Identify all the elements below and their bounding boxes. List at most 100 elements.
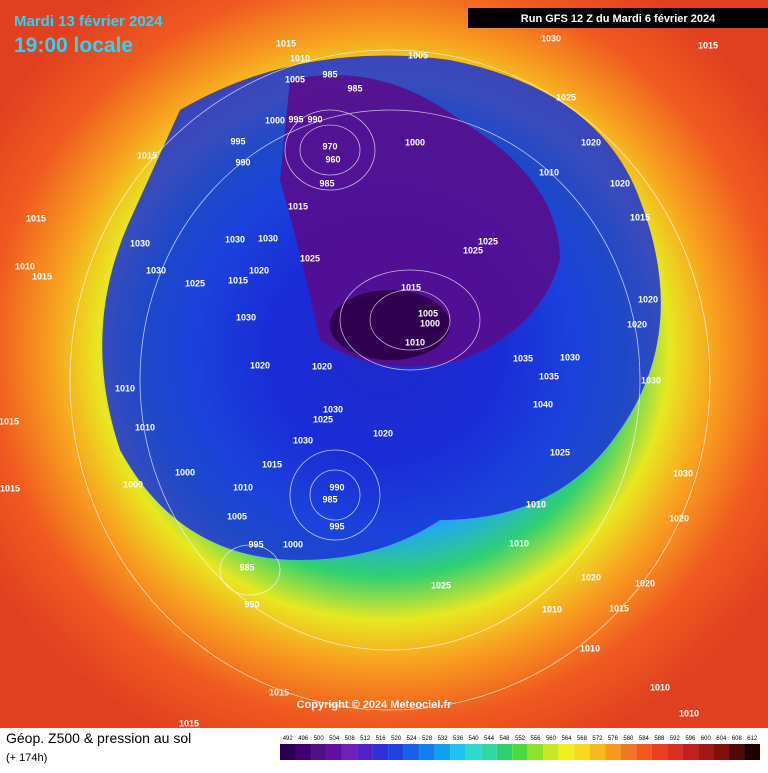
isobar-label: 995 [329,521,344,531]
isobar-label: 995 [288,114,303,124]
legend-swatch [620,744,637,760]
isobar-label: 1000 [265,115,285,125]
legend-swatch [667,744,683,760]
isobar-label: 1020 [250,360,270,370]
isobar-label: 1030 [293,435,313,445]
legend-label: 516 [376,736,387,742]
isobar-label: 1035 [513,353,533,363]
legend-label: 596 [685,736,696,742]
isobar-label: 1030 [541,33,561,43]
isobar-label: 985 [322,494,337,504]
legend-swatch [310,744,327,760]
legend-label: 544 [484,736,495,742]
legend-swatch [543,744,559,760]
legend-label: 600 [701,736,712,742]
isobar-label: 985 [319,178,334,188]
legend-swatch [403,744,420,760]
isobar-label: 1015 [276,38,296,48]
isobar-label: 970 [322,141,337,151]
isobar-label: 985 [347,83,362,93]
isobar-label: 1015 [630,212,650,222]
isobar-label: 1010 [539,167,559,177]
isobar-label: 1015 [32,271,52,281]
isobar-label: 1030 [560,352,580,362]
legend-label: 508 [345,736,356,742]
legend-swatch [434,744,451,760]
legend-label: 548 [500,736,511,742]
legend-swatch [496,744,513,760]
isobar-label: 1015 [0,416,19,426]
isobar-label: 1030 [130,238,150,248]
isobar-label: 1005 [408,50,428,60]
legend-swatch [465,744,482,760]
legend-swatch [729,744,745,760]
legend-label: 512 [360,736,371,742]
legend-label: 532 [438,736,449,742]
legend-label: 604 [716,736,727,742]
isobar-label: 1005 [285,74,305,84]
isobar-label: 1025 [556,92,576,102]
legend-label: 540 [469,736,480,742]
isobar-label: 1040 [533,399,553,409]
footer-title: Géop. Z500 & pression au sol [6,730,191,746]
legend-label: 564 [561,736,572,742]
isobar-label: 990 [244,599,259,609]
isobar-label: 995 [248,539,263,549]
isobar-label: 1015 [698,40,718,50]
isobar-label: 1030 [146,265,166,275]
isobar-label: 1020 [638,294,658,304]
legend-label: 500 [314,736,325,742]
isobar-label: 1010 [405,337,425,347]
legend-swatch [527,744,544,760]
isobar-label: 1020 [669,513,689,523]
isobar-label: 985 [239,562,254,572]
legend-swatch [450,744,466,760]
legend-swatch [326,744,342,760]
isobar-label: 1000 [420,318,440,328]
legend-swatch [558,744,575,760]
vortex-core [330,290,450,360]
forecast-time: 19:00 locale [14,34,133,57]
legend-swatch [295,744,311,760]
isobar-label: 1010 [542,604,562,614]
isobar-label: 1035 [539,371,559,381]
legend-label: 580 [623,736,634,742]
isobar-label: 990 [235,157,250,167]
isobar-label: 1010 [135,422,155,432]
legend-swatch [280,744,296,760]
isobar-label: 1020 [312,361,332,371]
isobar-label: 1025 [313,414,333,424]
isobar-label: 1020 [627,319,647,329]
isobar-label: 1015 [0,483,20,493]
isobar-label: 1015 [609,603,629,613]
legend-swatch [651,744,668,760]
isobar-label: 1005 [227,511,247,521]
isobar-label: 1010 [115,383,135,393]
legend-swatch [512,744,528,760]
isobar-label: 1020 [635,578,655,588]
legend-swatch [698,744,714,760]
isobar-label: 1000 [123,479,143,489]
isobar-label: 1010 [580,643,600,653]
legend-label: 568 [577,736,588,742]
legend-swatch [682,744,699,760]
isobar-label: 1020 [373,428,393,438]
copyright: Copyright © 2024 Meteociel.fr [297,699,453,711]
isobar-label: 1030 [641,375,661,385]
legend-label: 528 [422,736,433,742]
legend-label: 552 [515,736,526,742]
isobar-label: 1000 [175,467,195,477]
legend-label: 560 [546,736,557,742]
isobar-label: 1010 [526,499,546,509]
isobar-label: 1015 [228,275,248,285]
isobar-label: 1010 [650,682,670,692]
isobar-label: 990 [307,114,322,124]
legend-label: 592 [670,736,681,742]
isobar-label: 985 [322,69,337,79]
color-legend: 492 496 500 504 508 512 516 520 524 528 532 536 540 5… [280,736,760,760]
footer-lead: (+ 174h) [6,752,47,764]
legend-swatch [388,744,404,760]
legend-label: 576 [608,736,619,742]
